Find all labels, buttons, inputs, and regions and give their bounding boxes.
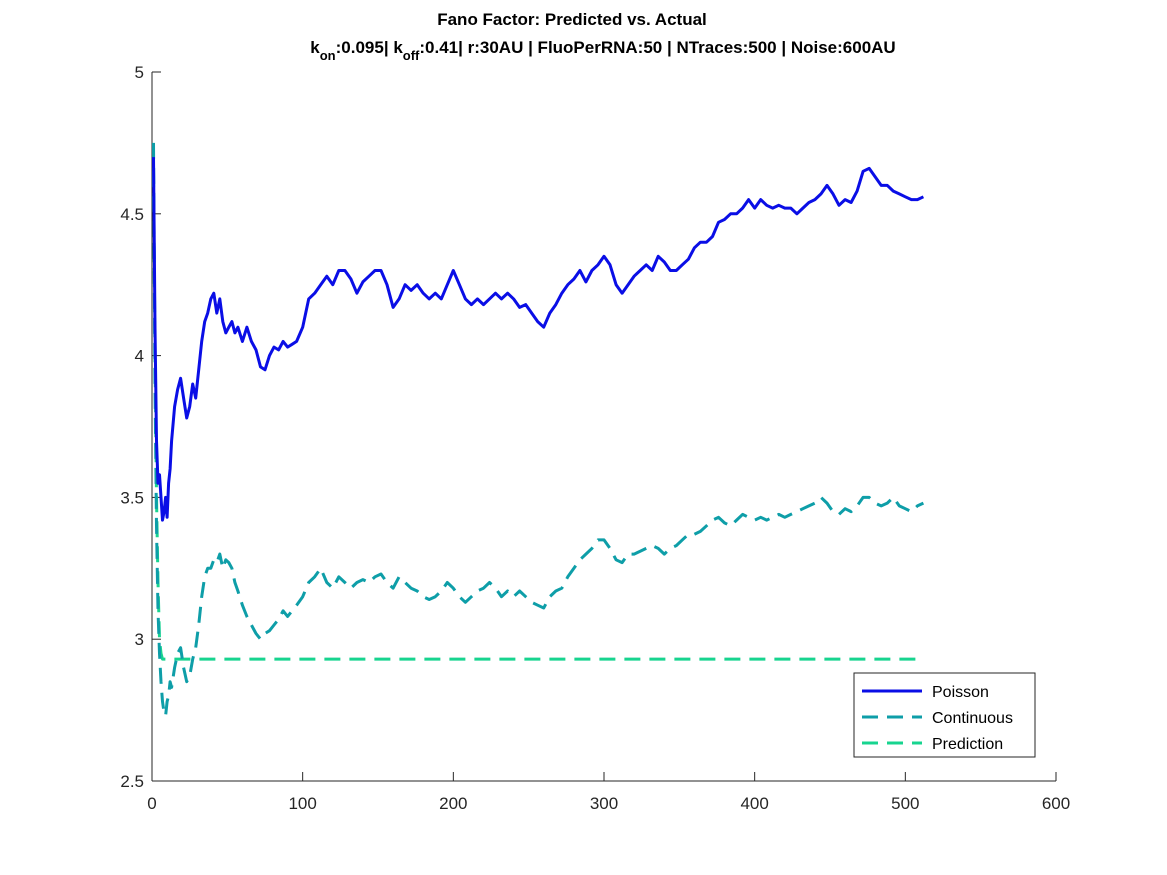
y-tick-label: 4: [135, 347, 144, 366]
kon-value: :0.095|: [336, 38, 389, 57]
legend: Poisson Continuous Prediction: [853, 672, 1036, 758]
y-tick-label: 4.5: [120, 205, 144, 224]
plot-lines: [152, 142, 925, 718]
legend-label-continuous: Continuous: [932, 710, 1013, 727]
series-line-continuous: [152, 142, 925, 718]
koff-subscript: off: [403, 48, 420, 63]
x-tick-label: 300: [590, 794, 618, 813]
y-tick-label: 2.5: [120, 772, 144, 791]
x-tick-label: 600: [1042, 794, 1070, 813]
koff-rest: :0.41| r:30AU | FluoPerRNA:50 | NTraces:…: [419, 38, 895, 57]
y-axis: 2.5 3 3.5 4 4.5 5: [120, 63, 161, 791]
koff-label: k: [389, 38, 404, 57]
x-tick-label: 500: [891, 794, 919, 813]
kon-subscript: on: [320, 48, 336, 63]
chart-title: Fano Factor: Predicted vs. Actual: [437, 10, 707, 29]
x-tick-label: 200: [439, 794, 467, 813]
legend-label-poisson: Poisson: [932, 684, 989, 701]
series-line-poisson: [152, 157, 925, 522]
x-tick-label: 100: [288, 794, 316, 813]
chart-subtitle: kon:0.095| koff:0.41| r:30AU | FluoPerRN…: [310, 38, 895, 63]
x-tick-label: 400: [740, 794, 768, 813]
x-tick-label: 0: [147, 794, 156, 813]
kon-label: k: [310, 38, 320, 57]
legend-label-prediction: Prediction: [932, 736, 1003, 753]
x-axis: 0 100 200 300 400 500 600: [147, 772, 1070, 813]
legend-box: [853, 672, 1036, 758]
y-tick-label: 3: [135, 630, 144, 649]
series-line-prediction: [152, 171, 924, 661]
y-tick-label: 3.5: [120, 488, 144, 507]
y-tick-label: 5: [135, 63, 144, 82]
